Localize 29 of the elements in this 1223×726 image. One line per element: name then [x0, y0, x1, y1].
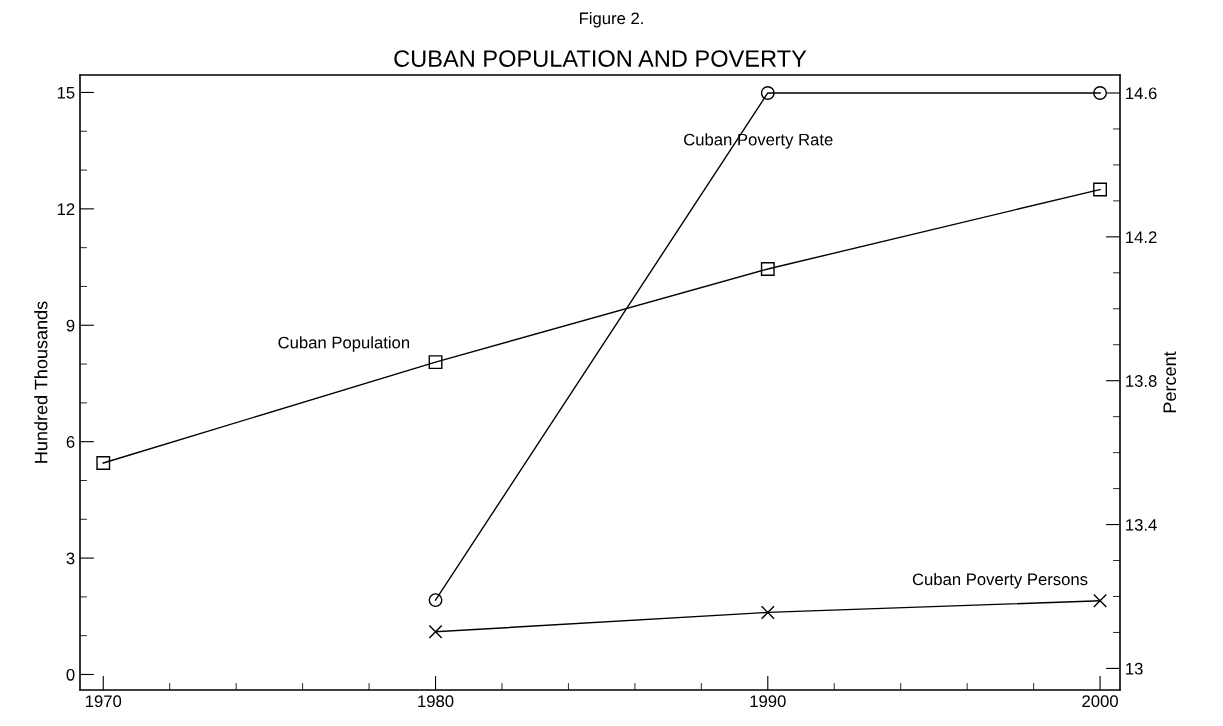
y2-tick-label: 13.4 — [1126, 518, 1157, 531]
y-tick-label: 3 — [66, 552, 75, 565]
x-tick-label: 1980 — [418, 695, 454, 708]
y-tick-label: 15 — [57, 87, 75, 99]
x-tick-label: 1990 — [750, 695, 786, 708]
y2-tick-label: 14.2 — [1126, 231, 1157, 243]
y-tick-label: 9 — [66, 319, 75, 332]
x-tick-label: 2000 — [1082, 695, 1118, 708]
point — [760, 605, 775, 620]
point — [1093, 182, 1108, 197]
series-label: Cuban Poverty Rate — [684, 133, 833, 149]
y-axis-title: Hundred Thousands — [34, 301, 48, 463]
point — [428, 355, 443, 370]
y2-tick-label: 14.6 — [1126, 87, 1157, 100]
chart-subtitle: Figure 2. — [579, 12, 643, 28]
y2-axis-title: Percent — [1163, 351, 1177, 413]
series-label: Cuban Population — [278, 336, 410, 352]
point — [96, 456, 111, 470]
y-tick-label: 6 — [66, 436, 75, 448]
series-label: Cuban Poverty Persons — [912, 572, 1088, 589]
point — [760, 262, 775, 276]
point — [1093, 593, 1108, 608]
y-tick-label: 12 — [57, 203, 75, 215]
point — [428, 624, 443, 639]
y2-tick-label: 13 — [1126, 662, 1143, 675]
y2-tick-label: 13.8 — [1126, 375, 1157, 387]
chart-title: CUBAN POPULATION AND POVERTY — [394, 50, 807, 67]
x-tick-label: 1970 — [85, 695, 122, 708]
y-tick-label: 0 — [66, 668, 75, 681]
